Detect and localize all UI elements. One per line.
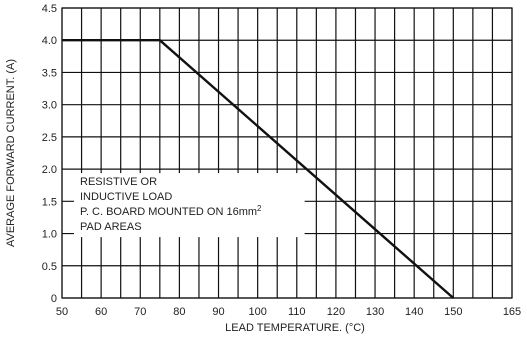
x-tick-label: 120 (327, 306, 345, 318)
x-tick-label: 140 (405, 306, 423, 318)
y-axis-label: AVERAGE FORWARD CURRENT. (A) (5, 59, 17, 247)
y-tick-label: 4.0 (42, 35, 57, 47)
y-tick-label: 0 (51, 293, 57, 305)
y-tick-label: 3.5 (42, 67, 57, 79)
annotation-line: PAD AREAS (80, 221, 142, 233)
series-line (62, 39, 455, 299)
y-tick-label: 0.5 (42, 261, 57, 273)
annotation-line: RESISTIVE OR (80, 176, 157, 188)
y-axis-ticks: 0 0.5 1.0 1.5 2.0 2.5 3.0 3.5 4.0 4.5 (42, 3, 57, 305)
x-axis-ticks: 50 60 70 80 90 100 110 120 130 140 150 165 (56, 306, 521, 318)
annotation-line: INDUCTIVE LOAD (80, 191, 172, 203)
x-tick-label: 90 (212, 306, 224, 318)
y-tick-label: 3.0 (42, 100, 57, 112)
y-tick-label: 1.5 (42, 196, 57, 208)
series-group (62, 39, 455, 299)
x-tick-label: 60 (95, 306, 107, 318)
annotation-box (74, 173, 305, 238)
y-tick-label: 2.0 (42, 164, 57, 176)
plot-frame (61, 7, 513, 299)
y-tick-label: 4.5 (42, 3, 57, 15)
x-tick-label: 150 (444, 306, 462, 318)
y-tick-label: 2.5 (42, 132, 57, 144)
x-tick-label: 80 (173, 306, 185, 318)
x-tick-label: 100 (248, 306, 266, 318)
annotation-line: P. C. BOARD MOUNTED ON 16mm2 (80, 204, 262, 218)
x-tick-label: 165 (503, 306, 521, 318)
x-tick-label: 70 (134, 306, 146, 318)
x-tick-label: 130 (366, 306, 384, 318)
x-tick-label: 50 (56, 306, 68, 318)
x-axis-label: LEAD TEMPERATURE. (°C) (225, 322, 365, 334)
y-tick-label: 1.0 (42, 229, 57, 241)
x-tick-label: 110 (288, 306, 306, 318)
